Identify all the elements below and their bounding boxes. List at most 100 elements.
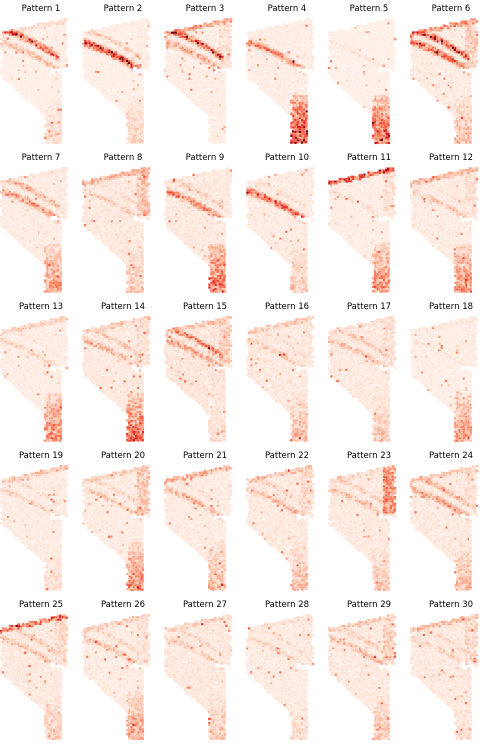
spot <box>190 86 193 89</box>
spot <box>192 81 195 85</box>
spot <box>37 33 41 36</box>
spot <box>52 139 55 142</box>
spot <box>39 110 43 113</box>
spot <box>141 55 144 58</box>
spot <box>134 139 137 142</box>
spot <box>6 49 9 52</box>
spot <box>214 130 218 133</box>
spot <box>305 130 309 133</box>
spot <box>92 66 95 70</box>
spot <box>303 137 306 140</box>
spot <box>360 64 364 67</box>
spot <box>21 53 25 56</box>
spot <box>263 42 266 45</box>
spot <box>285 35 289 39</box>
spot <box>44 134 47 138</box>
spot <box>125 114 129 118</box>
spot <box>173 29 176 32</box>
spot <box>141 132 144 135</box>
spot <box>270 88 273 92</box>
spot <box>292 53 295 56</box>
spot <box>225 35 228 39</box>
spot <box>210 44 213 47</box>
spot <box>127 121 131 125</box>
spot <box>283 75 286 79</box>
spot <box>292 119 295 122</box>
spot <box>134 119 137 122</box>
spot <box>55 77 58 80</box>
spot <box>254 55 258 58</box>
spot <box>50 60 53 63</box>
spot <box>373 31 377 34</box>
spot <box>93 40 96 43</box>
spot <box>137 102 140 105</box>
spot <box>272 99 275 102</box>
spot <box>254 62 257 65</box>
spot <box>267 73 271 76</box>
spot <box>367 40 370 43</box>
spot <box>201 53 204 56</box>
spot <box>90 68 93 71</box>
spot <box>188 55 191 58</box>
spot <box>64 35 67 38</box>
spot <box>287 49 290 52</box>
spot <box>201 86 204 90</box>
spot <box>57 124 60 127</box>
spot <box>277 86 280 89</box>
spot <box>24 86 27 89</box>
spot <box>86 46 89 49</box>
spot <box>218 141 222 144</box>
spot <box>309 31 312 34</box>
spot <box>117 79 120 82</box>
spot <box>380 55 383 58</box>
spot <box>88 66 92 69</box>
spot <box>210 101 213 104</box>
spot <box>208 24 211 27</box>
spot <box>174 66 178 69</box>
spot <box>391 50 395 54</box>
spot <box>138 20 142 24</box>
spot <box>50 86 53 89</box>
spot <box>46 125 49 129</box>
spot <box>367 25 371 28</box>
spot <box>287 60 290 63</box>
spot <box>44 81 47 85</box>
spot <box>198 66 202 70</box>
spot <box>28 88 32 92</box>
spot <box>20 48 23 52</box>
spot <box>176 51 180 54</box>
spot <box>287 26 291 30</box>
spot <box>194 99 198 102</box>
spot <box>190 99 193 103</box>
spot <box>54 126 57 129</box>
spot <box>106 35 109 39</box>
spot <box>50 62 54 65</box>
spot <box>2 35 5 39</box>
spot <box>95 35 98 38</box>
spot <box>197 64 200 67</box>
spot <box>265 35 268 38</box>
spot <box>292 134 295 138</box>
spot <box>356 62 359 65</box>
spot <box>223 130 227 133</box>
spot <box>91 40 94 43</box>
spot <box>93 29 96 32</box>
spot <box>43 31 47 34</box>
spot <box>134 134 137 137</box>
spot <box>115 33 118 37</box>
spot <box>141 22 145 25</box>
spot <box>102 35 105 38</box>
spot <box>296 46 300 50</box>
spot <box>57 90 60 93</box>
spot <box>305 141 308 144</box>
spot <box>55 82 58 85</box>
spot <box>197 83 200 87</box>
spot <box>334 35 337 39</box>
spot <box>187 88 191 91</box>
spot <box>248 40 251 43</box>
spot <box>203 59 207 63</box>
spot <box>15 42 18 45</box>
spot <box>43 92 46 96</box>
spot <box>212 104 215 107</box>
spot <box>124 66 127 69</box>
